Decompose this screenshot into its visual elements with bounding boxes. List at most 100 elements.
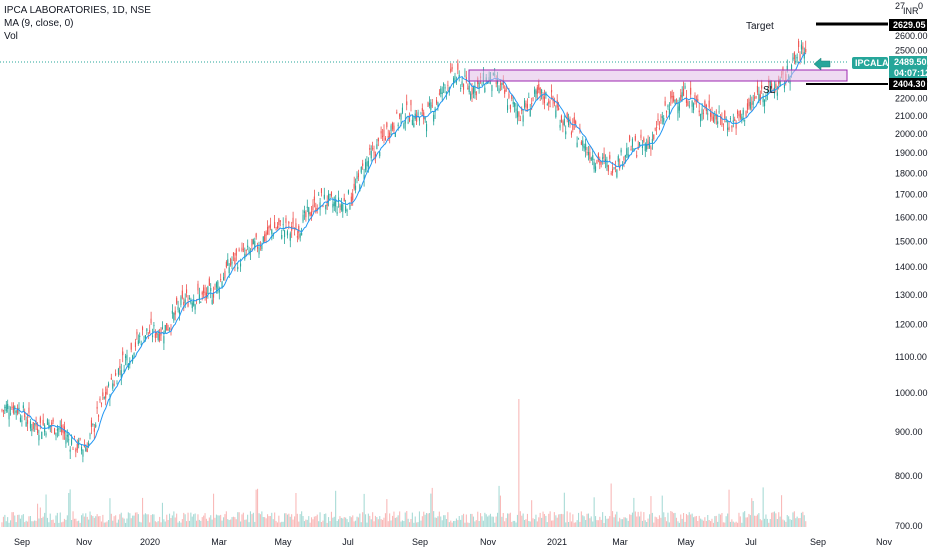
candle-body bbox=[268, 225, 270, 229]
volume-bar bbox=[684, 521, 686, 527]
candle-body bbox=[575, 121, 577, 125]
resistance-zone[interactable] bbox=[468, 69, 848, 82]
price-axis-partial-label: 27 bbox=[895, 1, 905, 11]
volume-bar bbox=[678, 522, 680, 527]
currency-label: INR bbox=[903, 6, 919, 16]
volume-bar bbox=[294, 516, 296, 527]
candle-body bbox=[389, 132, 391, 138]
volume-bar bbox=[548, 513, 550, 527]
candle-body bbox=[481, 84, 483, 86]
volume-bar bbox=[631, 512, 633, 527]
volume-bar bbox=[137, 514, 139, 527]
volume-bar bbox=[105, 522, 107, 527]
candle-body bbox=[353, 183, 355, 189]
volume-bar bbox=[484, 512, 486, 527]
candle-body bbox=[714, 114, 716, 117]
candle-body bbox=[19, 417, 21, 422]
volume-bar bbox=[565, 522, 567, 527]
volume-bar bbox=[458, 516, 460, 527]
volume-bar bbox=[559, 514, 561, 527]
candle-body bbox=[475, 91, 477, 96]
ma-indicator-label[interactable]: MA (9, close, 0) bbox=[4, 18, 74, 29]
candle-body bbox=[610, 173, 612, 175]
time-axis-label: 2021 bbox=[547, 537, 567, 547]
volume-bar bbox=[441, 520, 443, 527]
volume-bar bbox=[526, 513, 528, 527]
volume-bar bbox=[762, 487, 764, 527]
volume-bar bbox=[285, 513, 287, 527]
symbol-title[interactable]: IPCA LABORATORIES, 1D, NSE bbox=[4, 5, 151, 16]
candle-body bbox=[215, 282, 217, 288]
volume-bar bbox=[28, 516, 30, 527]
candle-body bbox=[649, 142, 651, 148]
volume-bar bbox=[58, 522, 60, 527]
candle-body bbox=[248, 250, 250, 254]
volume-bar bbox=[383, 517, 385, 527]
candle-body bbox=[282, 224, 284, 226]
volume-bar bbox=[154, 521, 156, 527]
volume-bar bbox=[555, 515, 557, 527]
price-axis-tick: 1500.00 bbox=[895, 236, 928, 246]
candle-body bbox=[518, 112, 520, 117]
candle-body bbox=[707, 113, 709, 115]
time-axis[interactable]: Sep Nov 2020 Mar May Jul Sep Nov 2021 Mar May Jul Se… bbox=[14, 537, 893, 547]
volume-bar bbox=[353, 521, 355, 527]
volume-bar bbox=[606, 518, 608, 527]
volume-bar bbox=[649, 514, 651, 527]
price-axis-tick: 1400.00 bbox=[895, 262, 928, 272]
volume-bar bbox=[685, 514, 687, 527]
candle-body bbox=[420, 113, 422, 115]
volume-indicator-label[interactable]: Vol bbox=[4, 31, 18, 42]
candle-body bbox=[461, 81, 463, 85]
volume-bar bbox=[602, 512, 604, 527]
last-price-tag bbox=[889, 56, 927, 79]
volume-bar bbox=[639, 516, 641, 527]
candle-body bbox=[565, 131, 567, 135]
volume-bar bbox=[409, 522, 411, 527]
volume-bar bbox=[79, 522, 81, 527]
candle-body bbox=[311, 211, 313, 216]
candle-body bbox=[765, 95, 767, 100]
volume-bar bbox=[208, 517, 210, 527]
volume-bar bbox=[745, 517, 747, 527]
candle-body bbox=[386, 122, 388, 128]
volume-bar bbox=[35, 520, 37, 527]
candle-body bbox=[437, 102, 439, 108]
volume-bar bbox=[275, 520, 277, 527]
candle-body bbox=[110, 377, 112, 380]
volume-bar bbox=[61, 522, 63, 527]
candle-body bbox=[108, 383, 110, 386]
volume-bar bbox=[339, 516, 341, 527]
candle-body bbox=[775, 83, 777, 88]
volume-bar bbox=[538, 517, 540, 527]
candle-body bbox=[39, 417, 41, 423]
candle-body bbox=[666, 111, 668, 113]
volume-bar bbox=[177, 522, 179, 527]
volume-bar bbox=[384, 513, 386, 527]
candle-body bbox=[181, 290, 183, 298]
candle-body bbox=[390, 125, 392, 131]
price-axis[interactable]: 700.00 800.00 900.00 1000.00 1100.00 1200.00 1… bbox=[895, 31, 928, 531]
volume-bar bbox=[12, 512, 14, 527]
volume-bar bbox=[403, 521, 405, 527]
candle-body bbox=[298, 225, 300, 233]
candle-body bbox=[166, 323, 168, 331]
volume-bar bbox=[240, 521, 242, 527]
volume-bar bbox=[426, 513, 428, 527]
candle-body bbox=[776, 92, 778, 96]
volume-bar bbox=[535, 514, 537, 527]
volume-bar bbox=[292, 519, 294, 527]
candle-body bbox=[303, 211, 305, 213]
candle-body bbox=[286, 231, 288, 236]
volume-bar bbox=[289, 516, 291, 527]
volume-bar bbox=[237, 512, 239, 527]
volume-bar bbox=[786, 515, 788, 527]
candle-body bbox=[627, 154, 629, 158]
volume-bar bbox=[783, 520, 785, 527]
candle-body bbox=[729, 118, 731, 120]
candle-body bbox=[795, 60, 797, 62]
candle-body bbox=[267, 227, 269, 235]
candle-body bbox=[240, 263, 242, 267]
candle-body bbox=[28, 407, 30, 413]
